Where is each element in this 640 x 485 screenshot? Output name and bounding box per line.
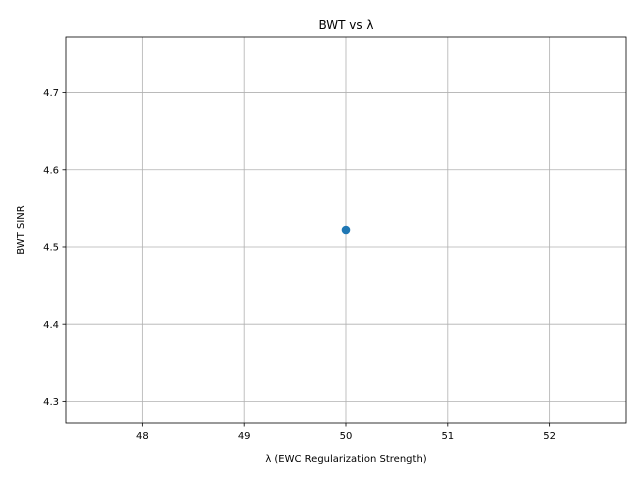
x-tick-label: 49 [238,431,251,442]
y-tick-label: 4.4 [43,320,59,331]
y-tick-label: 4.3 [43,397,59,408]
x-tick-label: 51 [441,431,454,442]
data-point [341,225,351,235]
y-axis-label: BWT SINR [16,205,27,254]
x-tick-label: 52 [543,431,556,442]
chart-title: BWT vs λ [318,18,373,32]
grid [66,37,626,423]
y-tick-label: 4.7 [43,88,59,99]
x-tick-label: 50 [340,431,353,442]
x-tick-label: 48 [136,431,149,442]
y-tick-label: 4.6 [43,165,59,176]
x-axis-label: λ (EWC Regularization Strength) [265,454,426,465]
y-tick-label: 4.5 [43,243,59,254]
axis-ticks: 48 49 50 51 52 4.3 4.4 4.5 4.6 4.7 [43,88,556,442]
data-points [341,225,351,235]
